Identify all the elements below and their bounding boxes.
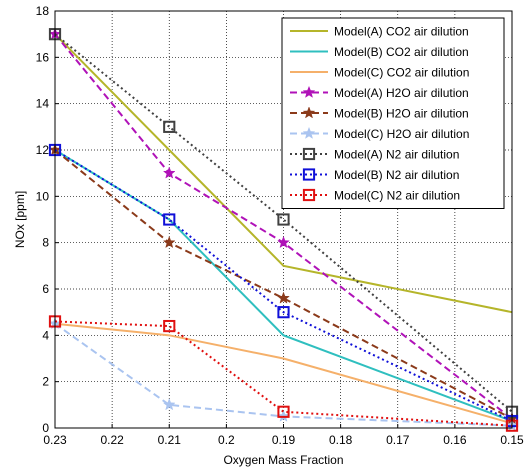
data-point-star [277,291,290,304]
x-tick-label: 0.23 [43,433,67,447]
x-tick-label: 0.21 [158,433,182,447]
tick-labels: 0.23 0.22 0.21 0.2 0.19 0.18 0.17 0.16 0.15 0 2 4 6 8… [36,4,524,447]
y-axis-label: NOx [ppm] [13,191,27,248]
series-polyline [54,149,513,420]
data-point-square [302,147,316,161]
x-tick-label: 0.2 [218,433,235,447]
y-tick-label: 2 [42,375,49,389]
legend-entry: Model(A) H2O air dilution [290,85,469,100]
series-polyline [54,320,513,427]
series-polyline [54,149,513,422]
legend: Model(A) CO2 air dilution Model(B) CO2 ai… [281,17,505,209]
data-point-square [277,405,290,418]
data-point-star [162,398,176,411]
y-tick-label: 4 [42,328,49,342]
series-layer [48,27,519,432]
legend-label: Model(A) CO2 air dilution [334,25,469,39]
y-tick-label: 14 [36,97,50,111]
data-point-square [277,306,290,319]
y-tick-label: 6 [42,282,49,296]
data-point-star [162,235,176,249]
legend-entry: Model(A) N2 air dilution [290,148,459,162]
data-point-star [277,235,290,249]
legend-label: Model(B) H2O air dilution [334,107,469,121]
x-axis-label: Oxygen Mass Fraction [223,453,343,467]
legend-entry: Model(C) CO2 air dilution [290,66,469,80]
legend-label: Model(C) CO2 air dilution [334,66,469,80]
y-tick-label: 8 [42,236,49,250]
data-point-square [302,168,316,181]
data-point-star [302,126,316,139]
y-tick-label: 10 [36,189,50,203]
legend-entry: Model(B) CO2 air dilution [290,45,469,59]
x-tick-label: 0.16 [443,433,467,447]
x-tick-label: 0.15 [500,433,524,447]
series-polyline [54,322,513,427]
legend-label: Model(A) H2O air dilution [334,86,469,100]
data-point-star [302,85,316,98]
y-tick-label: 12 [36,143,50,157]
legend-entry: Model(C) N2 air dilution [290,189,460,203]
y-tick-label: 18 [36,4,50,18]
x-tick-label: 0.18 [329,433,353,447]
legend-entry: Model(C) H2O air dilution [290,126,469,141]
legend-entry: Model(B) N2 air dilution [290,168,459,182]
data-point-square [163,319,176,333]
legend-label: Model(A) N2 air dilution [334,148,459,162]
x-tick-label: 0.19 [272,433,296,447]
data-point-square [163,120,176,133]
series-line [54,322,513,425]
x-tick-label: 0.17 [386,433,410,447]
legend-entry: Model(B) H2O air dilution [290,106,469,121]
data-point-star [302,106,316,119]
series-polyline [54,322,513,425]
series-polyline [54,33,513,420]
data-point-square [163,213,176,226]
series-polyline [54,33,513,413]
y-tick-label: 0 [42,421,49,435]
data-point-square [302,188,316,202]
legend-label: Model(B) CO2 air dilution [334,45,469,59]
x-tick-label: 0.22 [100,433,124,447]
legend-entry: Model(A) CO2 air dilution [290,25,469,39]
data-point-square [277,213,290,226]
legend-label: Model(C) N2 air dilution [334,189,460,203]
plot-frame [54,10,513,429]
y-tick-label: 16 [36,50,50,64]
data-point-star [162,166,176,179]
legend-label: Model(C) H2O air dilution [334,127,469,141]
legend-label: Model(B) N2 air dilution [334,168,459,182]
